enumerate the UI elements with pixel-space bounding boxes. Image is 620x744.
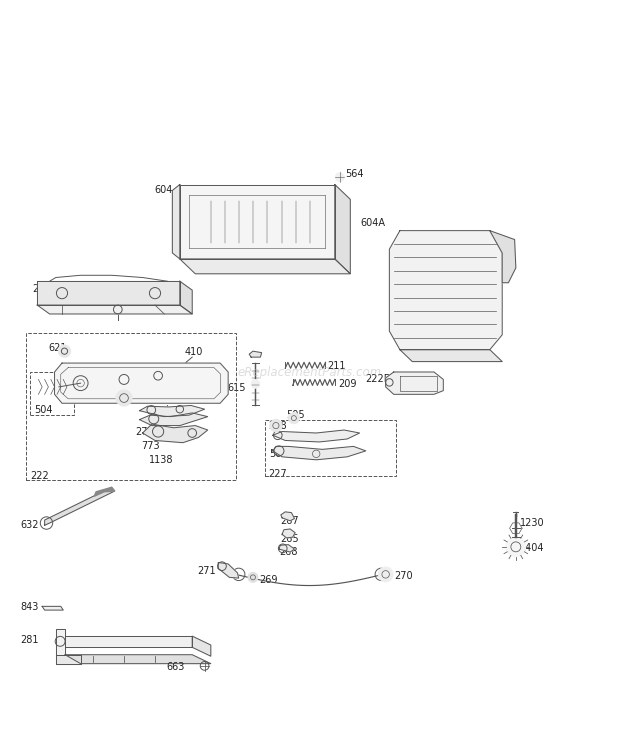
Text: 188: 188 (164, 385, 183, 395)
Polygon shape (180, 185, 335, 259)
Circle shape (506, 537, 526, 557)
Text: 269: 269 (259, 575, 278, 586)
Text: 505: 505 (286, 410, 305, 420)
Circle shape (288, 413, 299, 424)
Text: 663: 663 (166, 662, 185, 673)
Polygon shape (180, 281, 192, 314)
Text: 615: 615 (227, 383, 246, 394)
Polygon shape (56, 655, 81, 664)
Polygon shape (140, 405, 205, 417)
Polygon shape (180, 259, 350, 274)
Polygon shape (94, 487, 115, 496)
Text: 564: 564 (345, 169, 363, 179)
Text: 267: 267 (280, 516, 299, 526)
Polygon shape (282, 529, 295, 538)
Bar (30, 372, 74, 415)
Text: 604: 604 (154, 185, 172, 196)
Text: 209: 209 (338, 379, 356, 389)
Polygon shape (143, 424, 208, 443)
Text: 268: 268 (279, 547, 298, 557)
Circle shape (270, 420, 282, 432)
Text: eReplacementParts.com: eReplacementParts.com (238, 365, 382, 379)
Polygon shape (400, 350, 502, 362)
Polygon shape (140, 413, 208, 426)
Polygon shape (273, 430, 360, 442)
Text: 1138: 1138 (149, 455, 174, 465)
Text: 188: 188 (127, 304, 146, 315)
Text: 604A: 604A (361, 218, 386, 228)
Text: 211: 211 (327, 361, 346, 371)
Polygon shape (281, 512, 294, 521)
Polygon shape (335, 185, 350, 274)
Polygon shape (45, 487, 115, 525)
Polygon shape (249, 351, 262, 357)
Text: 227: 227 (268, 469, 286, 479)
Text: 410: 410 (185, 347, 203, 357)
Polygon shape (386, 372, 443, 394)
Circle shape (378, 567, 393, 582)
Polygon shape (172, 185, 180, 259)
Text: 222A: 222A (32, 283, 58, 294)
Polygon shape (42, 606, 63, 610)
Text: 265: 265 (280, 533, 299, 544)
Text: 270: 270 (394, 571, 413, 581)
Polygon shape (273, 446, 366, 460)
Polygon shape (56, 629, 65, 655)
Text: 271: 271 (197, 566, 216, 577)
Polygon shape (389, 231, 502, 350)
Text: 278: 278 (268, 420, 286, 431)
Circle shape (58, 345, 71, 357)
Text: 632: 632 (20, 519, 38, 530)
Circle shape (116, 390, 132, 406)
Bar (26, 333, 236, 480)
Polygon shape (37, 281, 180, 305)
Circle shape (335, 173, 344, 182)
Polygon shape (490, 231, 516, 283)
Polygon shape (37, 305, 192, 314)
Circle shape (248, 572, 258, 583)
Text: 621: 621 (48, 343, 67, 353)
Text: 1404: 1404 (520, 543, 544, 554)
Polygon shape (218, 562, 239, 578)
Text: 222: 222 (30, 471, 48, 481)
Polygon shape (65, 636, 192, 647)
Text: 1230: 1230 (520, 518, 544, 528)
Bar (265, 420, 396, 476)
Text: 773: 773 (141, 441, 160, 452)
Polygon shape (55, 363, 228, 403)
Text: 281: 281 (20, 635, 38, 645)
Text: 843: 843 (20, 602, 38, 612)
Text: 504: 504 (34, 405, 53, 415)
Polygon shape (192, 636, 211, 656)
Text: 668: 668 (119, 391, 138, 401)
Text: 562: 562 (269, 449, 288, 459)
Circle shape (251, 379, 260, 388)
Polygon shape (65, 655, 211, 664)
Text: 271A: 271A (135, 426, 161, 437)
Polygon shape (279, 545, 294, 552)
Text: 222B: 222B (365, 374, 391, 385)
